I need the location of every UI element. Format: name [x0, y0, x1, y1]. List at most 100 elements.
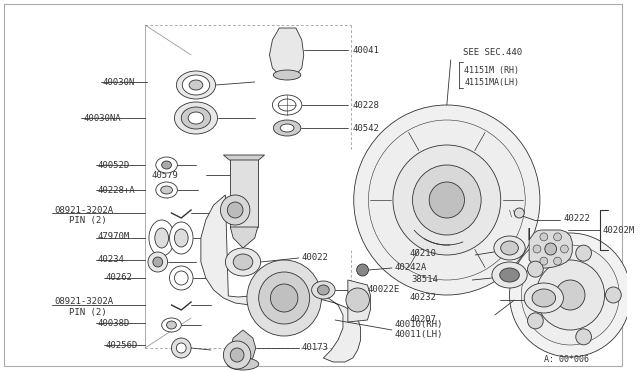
Circle shape [223, 341, 251, 369]
Circle shape [177, 343, 186, 353]
Circle shape [540, 233, 548, 241]
Text: 41151MA(LH): 41151MA(LH) [465, 77, 520, 87]
Circle shape [561, 245, 568, 253]
Ellipse shape [189, 80, 203, 90]
Text: 40210: 40210 [410, 248, 436, 257]
Ellipse shape [312, 281, 335, 299]
Circle shape [533, 245, 541, 253]
Ellipse shape [175, 229, 188, 247]
Circle shape [153, 257, 163, 267]
Ellipse shape [181, 107, 211, 129]
Ellipse shape [166, 321, 177, 329]
Ellipse shape [162, 161, 172, 169]
Ellipse shape [155, 228, 168, 248]
Ellipse shape [156, 182, 177, 198]
FancyBboxPatch shape [230, 157, 258, 227]
Ellipse shape [233, 254, 253, 270]
Text: 47970M: 47970M [98, 231, 130, 241]
Polygon shape [529, 228, 572, 268]
FancyBboxPatch shape [4, 4, 622, 366]
Text: A: 00*006: A: 00*006 [544, 356, 589, 365]
Circle shape [554, 257, 561, 265]
Text: 40173: 40173 [302, 343, 329, 353]
Ellipse shape [162, 318, 181, 332]
Text: 40579: 40579 [152, 170, 179, 180]
Text: 40256D: 40256D [106, 340, 138, 350]
Text: 41151M (RH): 41151M (RH) [465, 65, 520, 74]
Circle shape [605, 287, 621, 303]
Text: PIN (2): PIN (2) [68, 308, 106, 317]
Polygon shape [348, 280, 371, 322]
Text: 08921-3202A: 08921-3202A [54, 298, 113, 307]
Circle shape [220, 195, 250, 225]
Ellipse shape [273, 120, 301, 136]
Circle shape [527, 313, 543, 329]
Text: 40038D: 40038D [98, 318, 130, 327]
Circle shape [271, 284, 298, 312]
Ellipse shape [317, 285, 329, 295]
Ellipse shape [182, 75, 210, 95]
Text: 40010(RH): 40010(RH) [395, 321, 444, 330]
Ellipse shape [149, 220, 175, 256]
Ellipse shape [500, 268, 519, 282]
Circle shape [545, 243, 557, 255]
Text: 40030NA: 40030NA [83, 113, 121, 122]
Text: 40022: 40022 [302, 253, 329, 263]
Text: 40262: 40262 [106, 273, 132, 282]
Text: 38514: 38514 [412, 276, 438, 285]
Circle shape [230, 348, 244, 362]
Ellipse shape [177, 71, 216, 99]
Text: 40232: 40232 [410, 294, 436, 302]
Circle shape [247, 260, 321, 336]
Ellipse shape [494, 236, 525, 260]
Text: 40222: 40222 [563, 214, 590, 222]
Circle shape [227, 202, 243, 218]
Polygon shape [201, 195, 360, 362]
Ellipse shape [170, 222, 193, 254]
Circle shape [148, 252, 168, 272]
Polygon shape [230, 330, 256, 364]
Text: 40242A: 40242A [395, 263, 427, 273]
Ellipse shape [280, 124, 294, 132]
Text: 40052D: 40052D [98, 160, 130, 170]
Circle shape [515, 208, 524, 218]
Circle shape [413, 165, 481, 235]
Text: 40022E: 40022E [367, 285, 400, 295]
Ellipse shape [532, 289, 556, 307]
Ellipse shape [188, 112, 204, 124]
Circle shape [536, 260, 605, 330]
Text: 40228: 40228 [353, 100, 380, 109]
Circle shape [354, 105, 540, 295]
Circle shape [393, 145, 500, 255]
Text: 40542: 40542 [353, 124, 380, 132]
Text: SEE SEC.440: SEE SEC.440 [463, 48, 522, 57]
Polygon shape [223, 155, 264, 160]
Ellipse shape [273, 70, 301, 80]
Text: 40234: 40234 [98, 256, 125, 264]
Circle shape [527, 261, 543, 277]
Ellipse shape [227, 358, 259, 370]
Circle shape [172, 338, 191, 358]
Ellipse shape [175, 102, 218, 134]
Text: 40030N: 40030N [103, 77, 135, 87]
Text: 08921-3202A: 08921-3202A [54, 205, 113, 215]
Circle shape [175, 271, 188, 285]
Circle shape [259, 272, 310, 324]
Ellipse shape [225, 248, 260, 276]
Circle shape [556, 280, 585, 310]
Polygon shape [230, 227, 258, 248]
Ellipse shape [500, 241, 518, 255]
Text: 40041: 40041 [353, 45, 380, 55]
Circle shape [576, 245, 591, 261]
Text: PIN (2): PIN (2) [68, 215, 106, 224]
Text: 40207: 40207 [410, 315, 436, 324]
Circle shape [576, 329, 591, 345]
Ellipse shape [524, 283, 563, 313]
Circle shape [509, 233, 631, 357]
Circle shape [540, 257, 548, 265]
Text: 40228+A: 40228+A [98, 186, 136, 195]
Ellipse shape [356, 264, 369, 276]
Circle shape [369, 120, 525, 280]
Circle shape [346, 288, 369, 312]
Ellipse shape [492, 262, 527, 288]
